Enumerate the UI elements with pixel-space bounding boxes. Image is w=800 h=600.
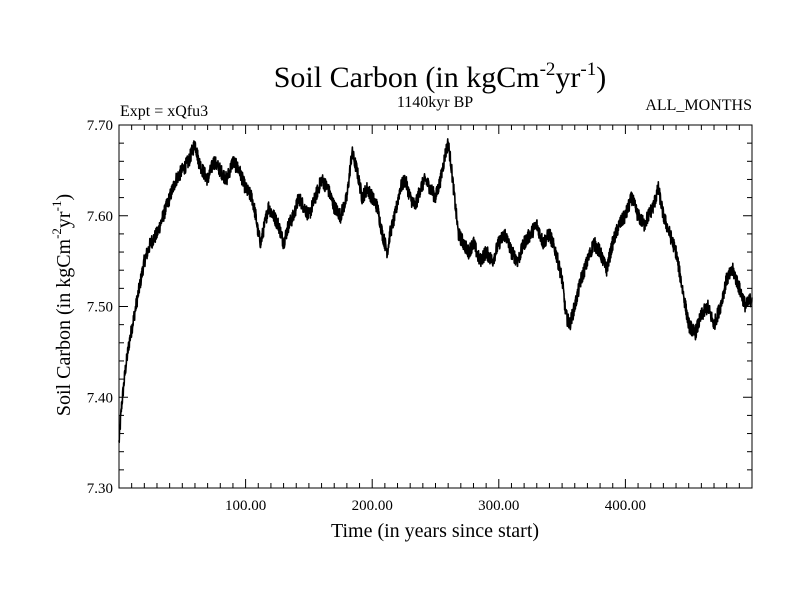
- x-tick-label: 100.00: [225, 498, 266, 514]
- plot-frame: [118, 124, 753, 489]
- x-tick-label: 200.00: [352, 498, 393, 514]
- y-tick-label: 7.50: [87, 300, 113, 316]
- title-main: Soil Carbon (in kgCm: [274, 61, 540, 94]
- period-label: 1140kyr BP: [397, 94, 473, 111]
- title-end: ): [596, 61, 606, 94]
- ylabel-sup-2: -1: [49, 201, 64, 212]
- y-tick-label: 7.40: [87, 390, 113, 406]
- x-tick-label: 400.00: [605, 498, 646, 514]
- ylabel-main: Soil Carbon (in kgCm: [53, 238, 75, 416]
- experiment-label: Expt = xQfu3: [120, 103, 208, 120]
- series-layer: [118, 138, 753, 444]
- ylabel-mid: yr: [53, 211, 75, 228]
- months-label: ALL_MONTHS: [645, 97, 752, 114]
- series-line: [118, 138, 753, 444]
- title-mid: yr: [555, 61, 580, 94]
- y-tick-label: 7.60: [87, 209, 113, 225]
- title-sup-1: -2: [540, 59, 556, 80]
- y-tick-label: 7.30: [87, 481, 113, 497]
- x-tick-label: 300.00: [478, 498, 519, 514]
- ylabel-sup-1: -2: [49, 228, 64, 239]
- ylabel-end: ): [53, 194, 75, 201]
- x-axis-ticks: [131, 125, 740, 488]
- y-axis-ticks: [119, 142, 752, 471]
- title-sup-2: -1: [580, 59, 596, 80]
- x-axis-tick-labels: 100.00 200.00 300.00 400.00: [225, 498, 646, 514]
- x-axis-label: Time (in years since start): [331, 520, 539, 542]
- y-tick-label: 7.70: [87, 118, 113, 134]
- y-axis-tick-labels: 7.30 7.40 7.50 7.60 7.70: [87, 118, 113, 497]
- y-axis-label: Soil Carbon (in kgCm-2yr-1): [49, 194, 75, 416]
- chart-title: Soil Carbon (in kgCm-2yr-1): [274, 59, 607, 94]
